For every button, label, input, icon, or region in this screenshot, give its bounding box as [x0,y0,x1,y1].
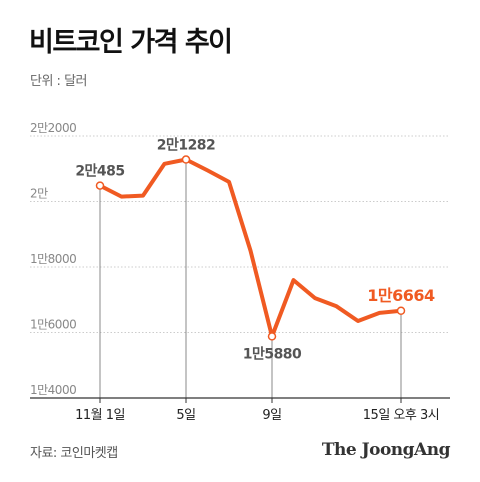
data-label: 1만5880 [243,346,302,362]
brand-logo: The JoongAng [321,440,451,460]
x-tick-label: 15일 오후 3시 [363,408,439,423]
data-markers [95,155,406,341]
data-point-marker [95,181,105,190]
data-labels: 2만485 2만1282 1만5880 1만6664 [75,138,435,363]
y-tick-label: 2만2000 [30,121,76,135]
x-tick-label: 5일 [176,408,195,423]
data-label: 2만485 [75,164,124,180]
series-line [98,157,403,339]
data-point-marker [267,332,277,341]
data-point-marker [181,155,191,164]
source-note: 자료: 코인마켓캡 [30,446,118,461]
y-tick-labels: 2만2000 2만 1만8000 1만6000 1만4000 [30,121,77,397]
y-tick-label: 1만4000 [30,383,76,397]
series-line-group [98,157,403,339]
data-label: 2만1282 [157,138,216,154]
chart-title: 비트코인 가격 추이 [29,27,233,58]
unit-label: 단위 : 달러 [30,74,88,89]
data-point-marker [396,306,406,316]
y-tick-label: 1만8000 [30,252,76,266]
x-tick-labels: 11월 1일 5일 9일 15일 오후 3시 [75,408,440,423]
latest-price-label: 1만6664 [367,286,435,305]
x-tick-label: 11월 1일 [75,408,125,423]
y-tick-label: 2만 [30,187,48,201]
x-axis [30,397,450,403]
y-tick-label: 1만6000 [30,318,76,332]
drop-lines [99,159,402,398]
x-tick-label: 9일 [262,408,281,423]
